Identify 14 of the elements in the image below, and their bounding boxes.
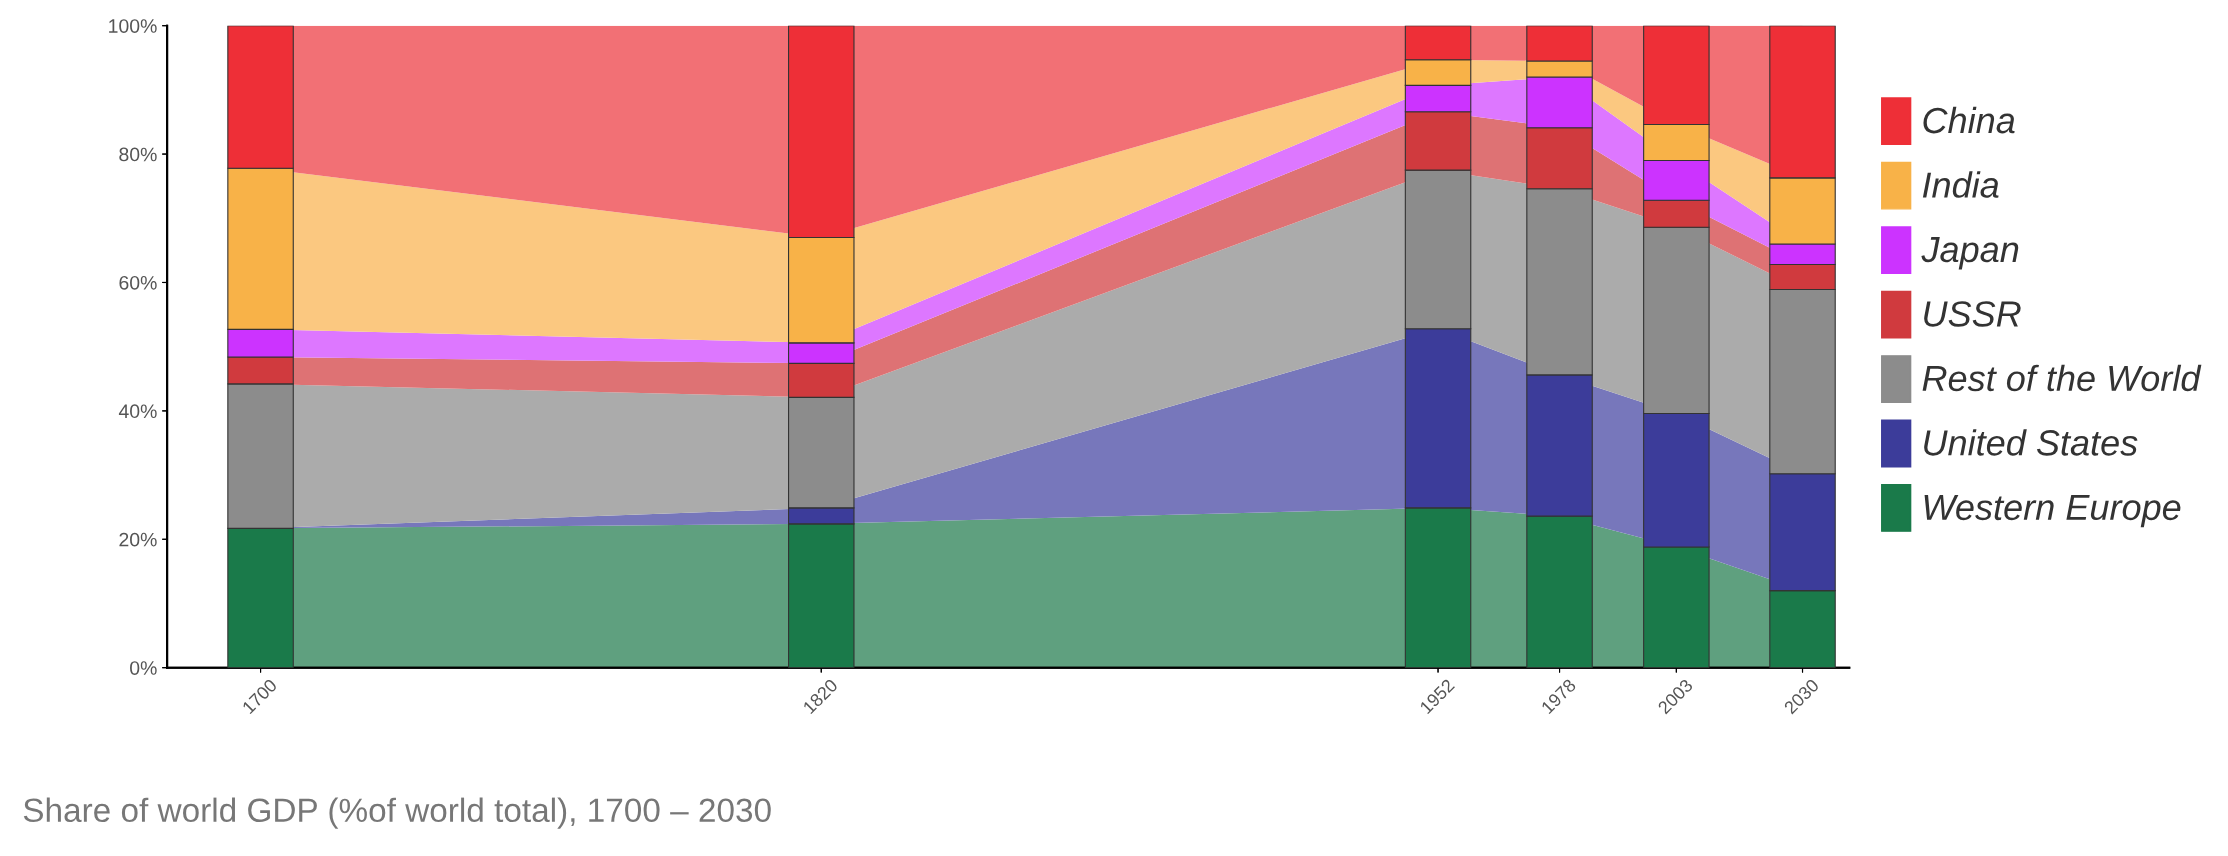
legend-label: China [1923, 106, 2015, 134]
y-tick-label: 100% [109, 19, 157, 33]
text: Share of world GDP (%of world total), 1700 – 2030 [23, 797, 771, 829]
legend-label: India [1922, 171, 1999, 198]
y-tick-label: 80% [119, 147, 157, 162]
y-tick-label: 20% [119, 532, 157, 547]
legend-label: Rest of the World [1922, 364, 2202, 392]
legend-label: USSR [1924, 301, 2021, 327]
legend-label: United States [1924, 429, 2138, 456]
y-tick-label: 40% [118, 404, 157, 419]
y-tick-label: 0% [130, 661, 157, 675]
legend-label: Western Europe [1924, 494, 2181, 528]
legend-label: Japan [1921, 237, 2019, 270]
y-tick-label: 60% [119, 275, 157, 290]
